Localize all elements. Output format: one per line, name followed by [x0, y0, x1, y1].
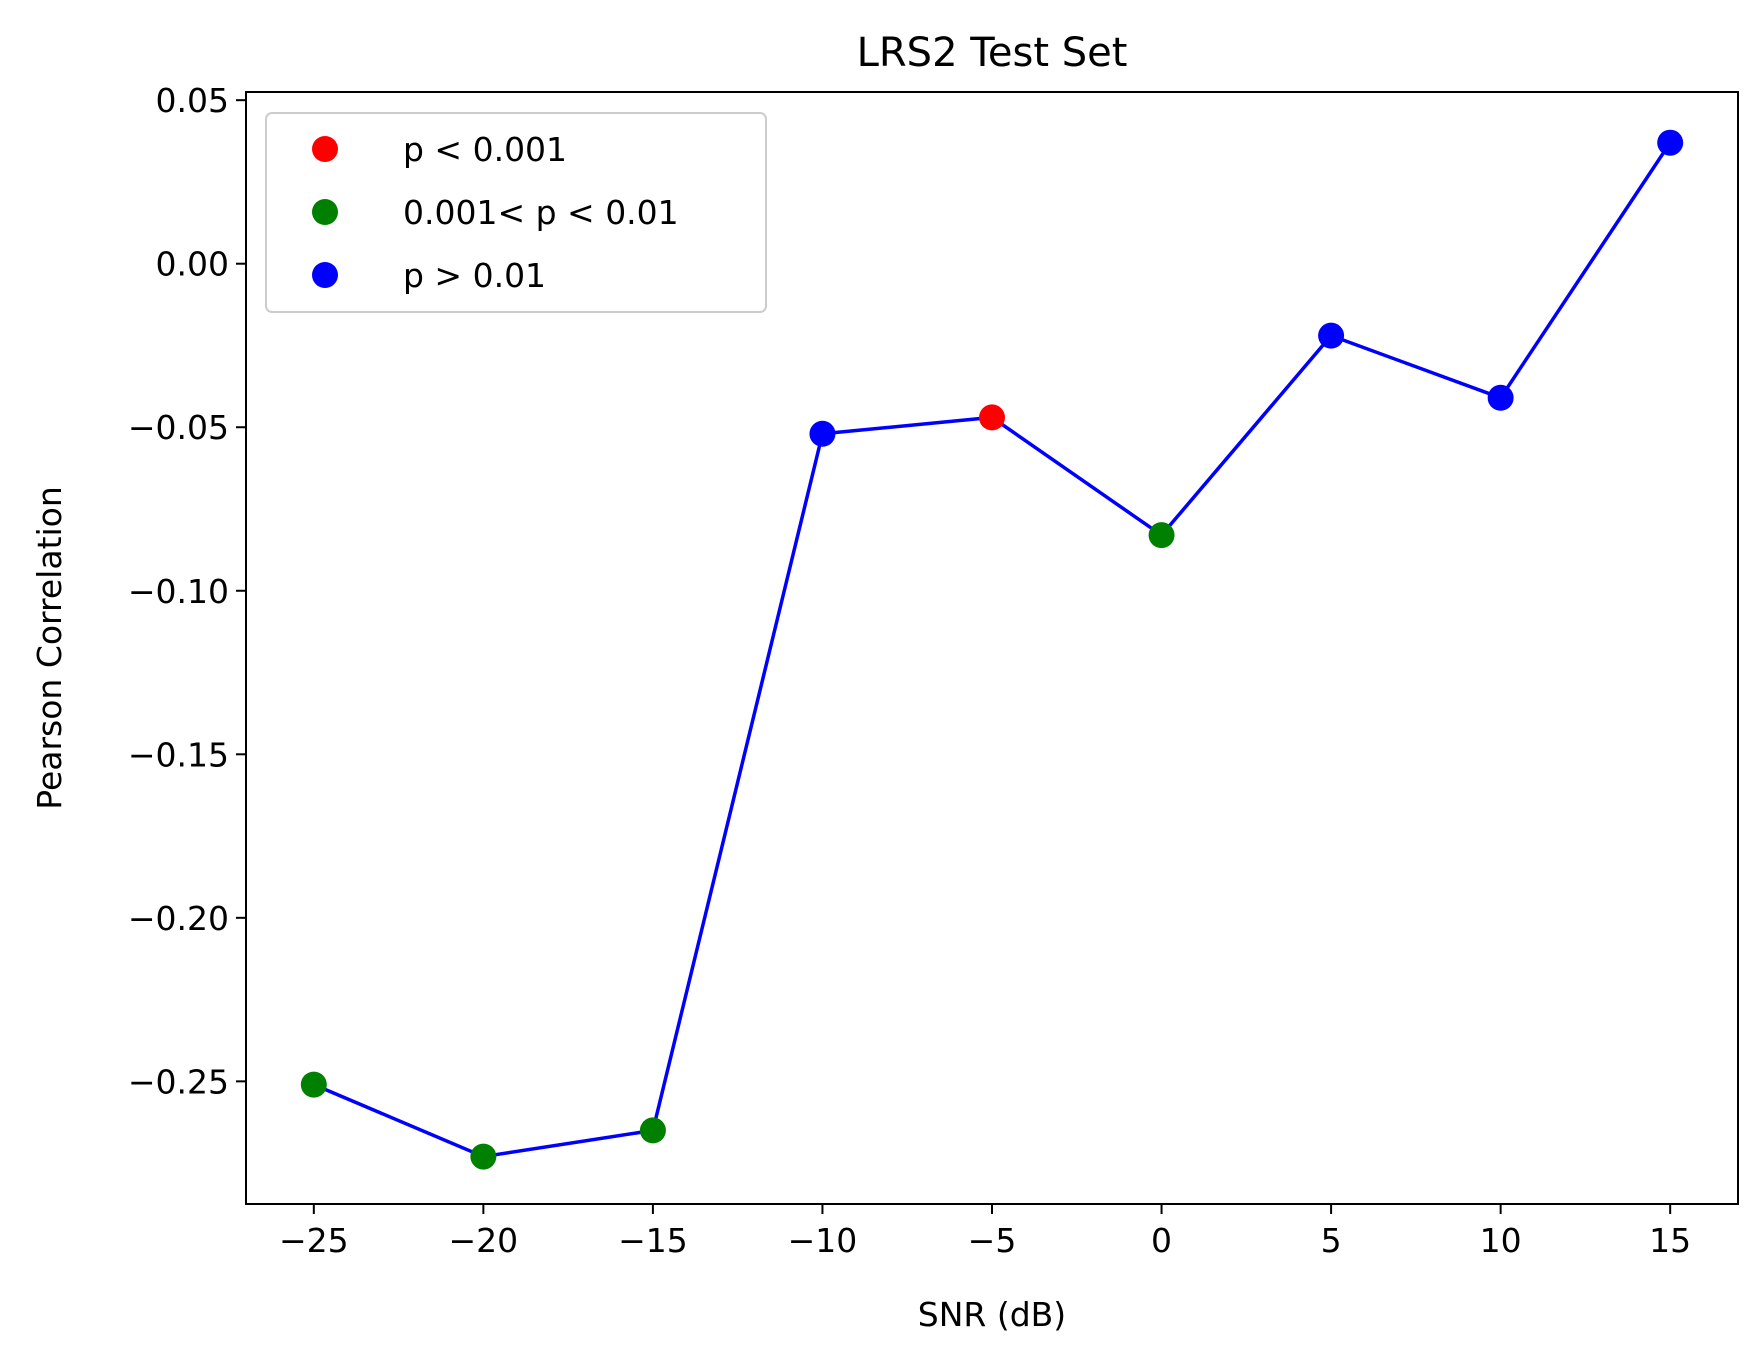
data-point: [470, 1143, 497, 1170]
x-tick-label: −20: [449, 1221, 519, 1260]
y-tick-label: 0.00: [156, 245, 229, 284]
data-point: [639, 1117, 666, 1144]
legend: p < 0.001 0.001< p < 0.01 p > 0.01: [265, 112, 767, 313]
data-point: [1148, 522, 1175, 549]
x-tick-label: −25: [279, 1221, 349, 1260]
y-tick-label: −0.10: [128, 572, 229, 611]
x-tick-label: 10: [1480, 1221, 1522, 1260]
data-point: [1487, 384, 1514, 411]
plot-frame: [245, 91, 1739, 1205]
data-point: [1318, 322, 1345, 349]
y-axis-label: Pearson Correlation: [30, 486, 69, 810]
chart-title: LRS2 Test Set: [857, 30, 1128, 76]
x-tick-label: 0: [1151, 1221, 1172, 1260]
data-point: [809, 420, 836, 447]
x-tick-label: −15: [618, 1221, 688, 1260]
plot-area: [300, 129, 1684, 1170]
x-tick-label: 5: [1321, 1221, 1342, 1260]
axis-ticks: −25 −20 −15 −10 −5 0 5 10 15 0.05 0.00 −0.05 −0.10 −0…: [128, 81, 1691, 1260]
legend-marker: [312, 262, 338, 288]
x-axis-label: SNR (dB): [918, 1295, 1066, 1334]
legend-marker: [312, 199, 338, 225]
legend-box: [265, 112, 767, 313]
data-point: [1657, 129, 1684, 156]
y-tick-label: −0.25: [128, 1062, 229, 1101]
data-point: [979, 404, 1005, 431]
y-tick-label: −0.15: [128, 735, 229, 774]
legend-marker: [312, 136, 338, 162]
data-point: [300, 1071, 327, 1098]
legend-label: 0.001< p < 0.01: [403, 193, 679, 232]
x-tick-label: −10: [788, 1221, 858, 1260]
legend-label: p < 0.001: [403, 130, 567, 169]
y-tick-label: 0.05: [156, 81, 229, 120]
x-tick-label: −5: [968, 1221, 1017, 1260]
y-tick-label: −0.20: [128, 899, 229, 938]
y-tick-label: −0.05: [128, 408, 229, 447]
x-tick-label: 15: [1649, 1221, 1691, 1260]
legend-label: p > 0.01: [403, 256, 546, 295]
